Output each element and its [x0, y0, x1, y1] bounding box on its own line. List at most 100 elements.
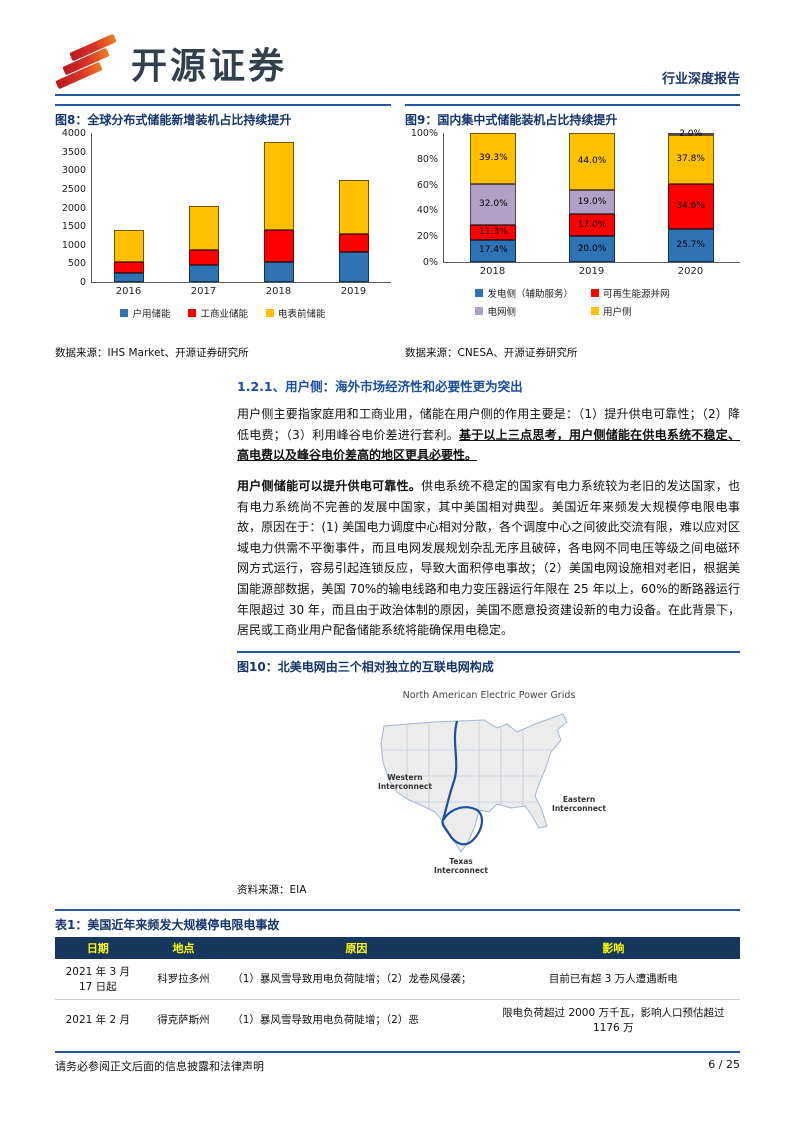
bar-segment: 19.0%: [569, 189, 615, 215]
y-axis-tick: 1000: [61, 239, 86, 251]
cell-impact: 目前已有超 3 万人遭遇断电: [548, 973, 678, 986]
bar-segment: 2.0%: [667, 129, 714, 138]
figure-8: 图8：全球分布式储能新增装机占比持续提升 0 500 1000 1500 2000 250…: [55, 104, 391, 360]
paragraph-2-body: 供电系统不稳定的国家有电力系统较为老旧的发达国家，也有电力系统尚不完善的发展中国…: [237, 478, 740, 638]
bar-segment: [189, 205, 220, 251]
paragraph-2-lead: 用户侧储能可以提升供电可靠性。: [237, 478, 422, 493]
section-heading: 1.2.1、用户侧：海外市场经济性和必要性更为突出: [237, 379, 523, 394]
bar-segment: [338, 233, 369, 253]
y-axis-tick: 3500: [61, 146, 86, 158]
svg-text:Interconnect: Interconnect: [552, 804, 606, 813]
svg-text:Interconnect: Interconnect: [378, 782, 432, 791]
cell-date: 2021 年 2 月: [55, 998, 141, 1040]
footer-disclaimer: 请务必参阅正文后面的信息披露和法律声明: [55, 1060, 264, 1073]
legend-label: 用户侧: [603, 307, 632, 318]
figure9-chart: 0% 20% 40% 60% 80% 100% 17.4% 11.3% 32.0% 39.3% 2…: [405, 129, 740, 318]
table1-header-date: 日期: [55, 936, 141, 959]
x-axis-tick: 2019: [340, 286, 367, 297]
x-axis-tick: 2016: [115, 286, 142, 297]
data-label: 17.4%: [479, 245, 508, 256]
header-divider: [55, 94, 740, 96]
bar-segment: 20.0%: [569, 236, 615, 262]
brand-logo: 开源证券: [55, 33, 287, 90]
table-row: 2021 年 2 月 得克萨斯州 （1）暴风雪导致用电负荷陡增；（2）恶 限电负…: [55, 998, 740, 1040]
data-label: 44.0%: [577, 155, 607, 166]
paragraph-1-emphasis: 基于以上三点思考，用户侧储能在供电系统不稳定、高电费以及峰谷电价差高的地区更具必…: [237, 427, 740, 463]
figure-9: 图9：国内集中式储能装机占比持续提升 0% 20% 40% 60% 80% 100% 17…: [405, 104, 740, 360]
legend-marker-icon: [475, 307, 484, 315]
page-number: 6 / 25: [708, 1058, 740, 1071]
legend-marker-icon: [266, 309, 274, 317]
figure8-y-axis: 0 500 1000 1500 2000 2500 3000 3500 4000: [55, 129, 91, 297]
x-axis-tick: 2017: [190, 286, 217, 297]
figure8-chart: 0 500 1000 1500 2000 2500 3000 3500 4000 2016 201…: [55, 129, 391, 320]
figure10-source: 资料来源：EIA: [237, 883, 307, 896]
data-label: 39.3%: [479, 152, 508, 163]
bar-2018: 17.4% 11.3% 32.0% 39.3%: [470, 133, 517, 262]
bar-segment: 34.6%: [667, 184, 714, 229]
data-label: 20.0%: [577, 243, 607, 254]
legend-marker-icon: [120, 309, 129, 317]
texas-interconnect-boundary: [440, 806, 483, 846]
x-axis-tick: 2018: [479, 266, 506, 277]
main-text-column: 1.2.1、用户侧：海外市场经济性和必要性更为突出 用户侧主要指家庭用和工商业用…: [237, 376, 740, 897]
figure10-title: 图10：北美电网由三个相对独立的互联电网构成: [237, 650, 740, 680]
bar-2019: [338, 179, 369, 282]
western-interconnect-label: Western: [387, 773, 422, 782]
western-interconnect-boundary: [441, 720, 458, 821]
y-axis-tick: 20%: [416, 231, 438, 243]
legend-label: 电网侧: [487, 307, 516, 318]
bar-segment: [338, 252, 369, 282]
kaiyuan-logo-icon: [55, 33, 119, 90]
report-type-label: 行业深度报告: [661, 72, 740, 87]
legend-item: 电网侧: [475, 304, 573, 318]
figure9-plot-area: 17.4% 11.3% 32.0% 39.3% 20.0% 17.0% 19.0% 44.0%…: [443, 129, 740, 263]
map-title: North American Electric Power Grids: [402, 690, 575, 701]
page-header: 开源证券 行业深度报告: [55, 16, 740, 90]
y-axis-tick: 2500: [61, 183, 86, 195]
y-axis-tick: 4000: [61, 128, 86, 139]
figure10-map: North American Electric Power Grids: [237, 680, 740, 880]
table1-header-row: 日期 地点 原因 影响: [55, 936, 740, 959]
page-footer: 请务必参阅正文后面的信息披露和法律声明 6 / 25: [55, 1051, 740, 1074]
y-axis-tick: 2000: [61, 202, 86, 214]
y-axis-tick: 80%: [416, 153, 438, 165]
cell-impact: 限电负荷超过 2000 万千瓦，影响人口预估超过 1176 万: [486, 998, 740, 1040]
table1-header-location: 地点: [140, 936, 227, 959]
bar-segment: [114, 261, 145, 273]
table-row: 2021 年 3 月 17 日起 科罗拉多州 （1）暴风雪导致用电负荷陡增；（2…: [55, 959, 740, 1000]
legend-label: 发电侧（辅助服务）: [487, 289, 573, 300]
bar-segment: 25.7%: [667, 228, 714, 262]
paragraph-2: 用户侧储能可以提升供电可靠性。供电系统不稳定的国家有电力系统较为老旧的发达国家，…: [237, 476, 740, 641]
bar-segment: [114, 272, 145, 282]
us-power-grid-map: North American Electric Power Grids: [378, 690, 606, 875]
figure8-plot-area: [91, 133, 391, 283]
figure8-x-axis: 2016 2017 2018 2019: [91, 283, 391, 297]
legend-item: 电表前储能: [266, 306, 326, 320]
legend-marker-icon: [475, 289, 484, 297]
bar-segment: [263, 142, 294, 230]
bar-segment: 32.0%: [470, 183, 517, 225]
data-label: 25.7%: [676, 239, 705, 250]
paragraph-1: 用户侧主要指家庭用和工商业用，储能在用户侧的作用主要是：（1）提升供电可靠性；（…: [237, 404, 740, 466]
figure9-title: 图9：国内集中式储能装机占比持续提升: [405, 104, 740, 133]
figure9-x-axis: 2018 2019 2020: [443, 263, 740, 277]
legend-label: 户用储能: [132, 309, 171, 320]
legend-item: 发电侧（辅助服务）: [475, 286, 573, 300]
legend-item: 可再生能源并网: [591, 286, 670, 300]
bar-2018: [263, 142, 294, 282]
legend-marker-icon: [591, 289, 599, 297]
y-axis-tick: 3000: [61, 165, 86, 177]
table1-header-cause: 原因: [226, 936, 487, 959]
legend-label: 可再生能源并网: [603, 289, 670, 300]
figure8-legend: 户用储能 工商业储能 电表前储能: [55, 306, 391, 320]
bar-segment: [114, 229, 145, 262]
figure9-legend: 发电侧（辅助服务） 可再生能源并网电网侧 用户侧: [405, 286, 740, 318]
bar-2017: [189, 205, 220, 282]
bar-segment: 37.8%: [667, 135, 714, 185]
cell-cause: （1）暴风雪导致用电负荷陡增；（2）恶: [226, 998, 487, 1040]
paragraph-1-normal: 用户侧主要指家庭用和工商业用，储能在用户侧的作用主要是：（1）提升供电可靠性；（…: [237, 407, 740, 442]
charts-row: 图8：全球分布式储能新增装机占比持续提升 0 500 1000 1500 2000 250…: [55, 104, 740, 360]
x-axis-tick: 2019: [578, 266, 605, 277]
